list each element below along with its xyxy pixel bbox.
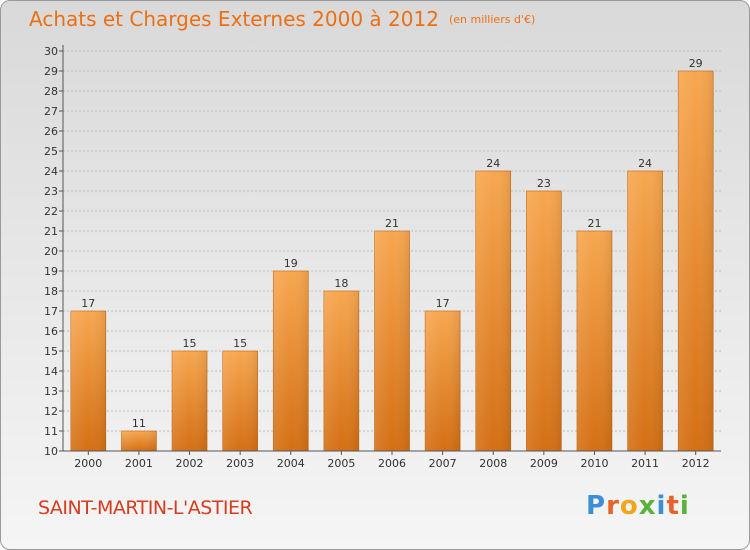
commune-name: SAINT-MARTIN-L'ASTIER	[38, 497, 253, 519]
data-label: 21	[385, 217, 399, 230]
data-label: 18	[334, 277, 348, 290]
logo-letter: i	[656, 491, 667, 521]
y-tick-label: 19	[44, 265, 58, 278]
data-label: 11	[132, 417, 146, 430]
x-tick-label: 2000	[74, 457, 102, 470]
data-label: 23	[537, 177, 551, 190]
x-tick-label: 2009	[530, 457, 558, 470]
bar-shine	[222, 351, 258, 451]
y-tick-label: 26	[44, 125, 58, 138]
bar-shine	[526, 191, 562, 451]
logo-letter: r	[606, 491, 620, 521]
data-label: 15	[183, 337, 197, 350]
bars	[70, 70, 714, 452]
data-label: 24	[638, 157, 652, 170]
bar-shine	[475, 171, 511, 451]
x-tick-label: 2010	[580, 457, 608, 470]
bar-shine	[121, 431, 157, 451]
y-tick-label: 21	[44, 225, 58, 238]
data-label: 19	[284, 257, 298, 270]
data-label: 17	[436, 297, 450, 310]
bar-shine	[627, 171, 663, 451]
data-label: 21	[587, 217, 601, 230]
bar-shine	[678, 71, 714, 451]
y-tick-label: 10	[44, 445, 58, 458]
y-tick-label: 28	[44, 85, 58, 98]
x-tick-label: 2001	[125, 457, 153, 470]
y-tick-label: 25	[44, 145, 58, 158]
x-tick-label: 2004	[277, 457, 305, 470]
bar-shine	[273, 271, 309, 451]
x-tick-label: 2011	[631, 457, 659, 470]
axes	[59, 45, 721, 455]
y-tick-label: 13	[44, 385, 58, 398]
unit-label: (en milliers d'€)	[448, 13, 536, 26]
x-tick-label: 2002	[176, 457, 204, 470]
bar-shine	[323, 291, 359, 451]
logo-letter: P	[586, 491, 607, 521]
y-tick-label: 15	[44, 345, 58, 358]
y-tick-label: 20	[44, 245, 58, 258]
x-tick-label: 2008	[479, 457, 507, 470]
y-tick-label: 22	[44, 205, 58, 218]
data-label: 24	[486, 157, 500, 170]
logo-letter: t	[666, 491, 680, 521]
logo-letter: o	[619, 491, 639, 521]
y-tick-label: 18	[44, 285, 58, 298]
data-label: 15	[233, 337, 247, 350]
x-tick-label: 2007	[429, 457, 457, 470]
bar-shine	[172, 351, 208, 451]
y-tick-label: 30	[44, 45, 58, 58]
bar-shine	[425, 311, 461, 451]
proxiti-logo: Proxiti	[586, 491, 690, 521]
y-tick-label: 27	[44, 105, 58, 118]
bar-shine	[576, 231, 612, 451]
bar-shine	[70, 311, 106, 451]
y-tick-label: 17	[44, 305, 58, 318]
logo-letter: x	[638, 491, 657, 521]
x-tick-label: 2012	[682, 457, 710, 470]
y-tick-label: 23	[44, 185, 58, 198]
title-text: Achats et Charges Externes 2000 à 2012	[29, 7, 439, 31]
chart-title: Achats et Charges Externes 2000 à 2012 (e…	[29, 7, 535, 31]
y-tick-label: 12	[44, 405, 58, 418]
y-tick-label: 16	[44, 325, 58, 338]
y-tick-label: 24	[44, 165, 58, 178]
data-label: 17	[81, 297, 95, 310]
y-tick-label: 11	[44, 425, 58, 438]
x-tick-label: 2006	[378, 457, 406, 470]
y-tick-label: 29	[44, 65, 58, 78]
logo-letter: i	[679, 491, 690, 521]
data-label: 29	[689, 57, 703, 70]
y-tick-label: 14	[44, 365, 58, 378]
x-tick-label: 2003	[226, 457, 254, 470]
bar-shine	[374, 231, 410, 451]
labels: 10 11 12 13 14 15 16 17 18 19 20 21 22 23 24 25 26 27 28 29…	[44, 45, 710, 470]
x-tick-label: 2005	[327, 457, 355, 470]
